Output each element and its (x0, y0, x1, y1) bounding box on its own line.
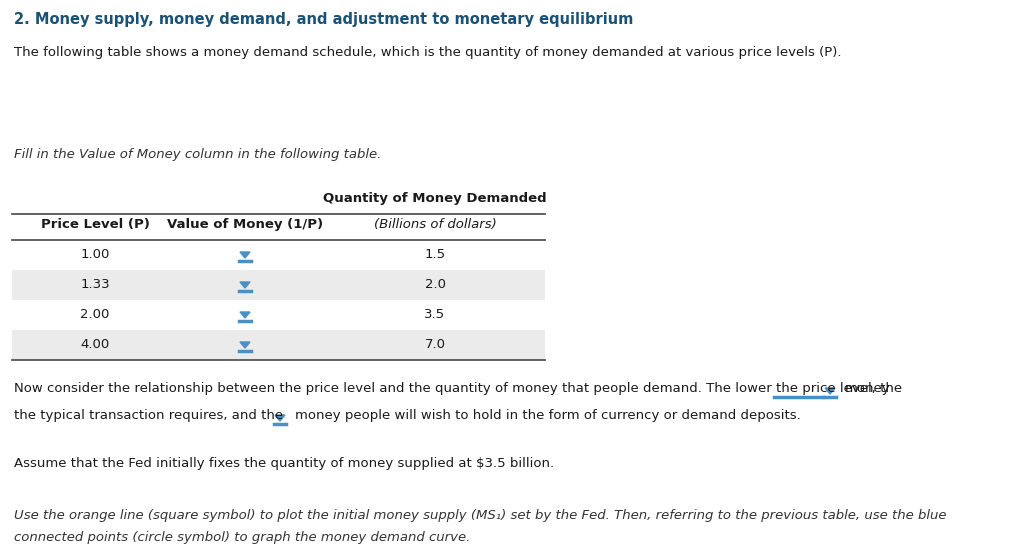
Bar (12, 300, 545, 330)
Text: 2.0: 2.0 (425, 278, 445, 291)
Text: 1.33: 1.33 (80, 278, 110, 291)
Text: 2. Money supply, money demand, and adjustment to monetary equilibrium: 2. Money supply, money demand, and adjus… (14, 12, 634, 27)
Text: the typical transaction requires, and the: the typical transaction requires, and th… (14, 409, 284, 422)
Text: 2.00: 2.00 (80, 309, 110, 321)
Text: Assume that the Fed initially fixes the quantity of money supplied at $3.5 billi: Assume that the Fed initially fixes the … (14, 457, 554, 470)
Bar (12, 270, 545, 300)
Text: connected points (circle symbol) to graph the money demand curve.: connected points (circle symbol) to grap… (14, 531, 471, 544)
Polygon shape (275, 415, 285, 421)
Text: The following table shows a money demand schedule, which is the quantity of mone: The following table shows a money demand… (14, 46, 842, 59)
Text: Price Level (P): Price Level (P) (41, 218, 150, 231)
Text: Value of Money (1/P): Value of Money (1/P) (167, 218, 323, 231)
Text: money: money (845, 382, 891, 395)
Text: 4.00: 4.00 (80, 338, 110, 352)
Polygon shape (240, 252, 250, 258)
Text: Now consider the relationship between the price level and the quantity of money : Now consider the relationship between th… (14, 382, 902, 395)
Bar (12, 330, 545, 360)
Text: 7.0: 7.0 (425, 338, 445, 352)
Text: Fill in the Value of Money column in the following table.: Fill in the Value of Money column in the… (14, 148, 382, 161)
Polygon shape (240, 282, 250, 288)
Bar (12, 240, 545, 270)
Text: Use the orange line (square symbol) to plot the initial money supply (MS₁) set b: Use the orange line (square symbol) to p… (14, 509, 947, 522)
Polygon shape (825, 388, 835, 394)
Polygon shape (240, 342, 250, 348)
Text: Quantity of Money Demanded: Quantity of Money Demanded (324, 192, 547, 205)
Text: 1.00: 1.00 (80, 249, 110, 262)
Polygon shape (240, 312, 250, 318)
Text: (Billions of dollars): (Billions of dollars) (374, 218, 497, 231)
Text: 3.5: 3.5 (424, 309, 445, 321)
Text: 1.5: 1.5 (424, 249, 445, 262)
Text: money people will wish to hold in the form of currency or demand deposits.: money people will wish to hold in the fo… (295, 409, 801, 422)
